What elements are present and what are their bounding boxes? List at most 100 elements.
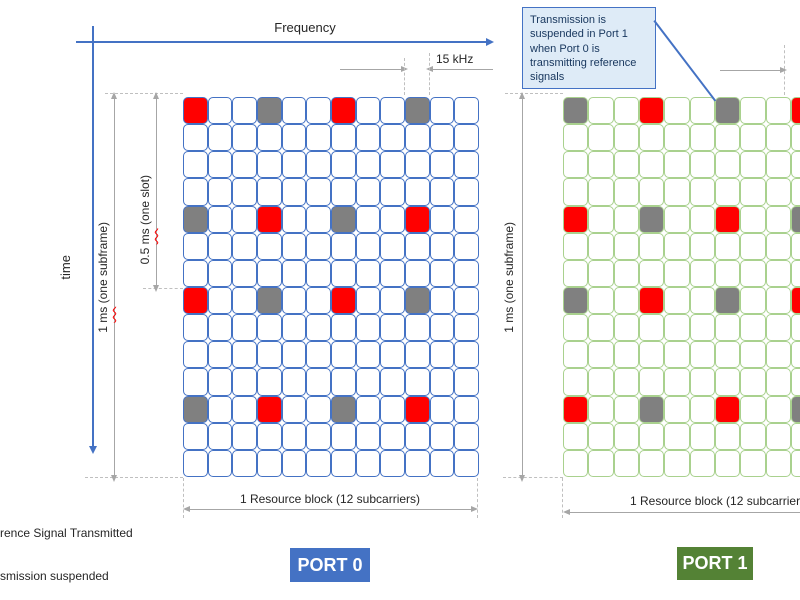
resource-element-suspended [404, 286, 430, 315]
resource-element-reference-signal [639, 97, 665, 125]
resource-element [306, 97, 331, 125]
resource-element-suspended [639, 395, 665, 423]
resource-element [664, 314, 690, 342]
resource-element [740, 205, 766, 233]
resource-element [791, 178, 800, 206]
resource-element [232, 151, 257, 179]
resource-element [281, 259, 307, 287]
resource-element [689, 124, 715, 152]
resource-element [454, 151, 479, 179]
resource-element [664, 395, 690, 423]
subframe-dim-arrow-port1 [519, 92, 525, 482]
resource-element [232, 259, 257, 287]
resource-element [330, 422, 356, 450]
resource-element [355, 314, 381, 342]
resource-element [639, 422, 665, 450]
dim-guide-line [183, 478, 184, 518]
resource-element [689, 97, 715, 125]
subcarrier-spacing-label: 15 kHz [436, 52, 474, 66]
slot-dim-arrow [153, 92, 159, 292]
resource-element [207, 449, 233, 477]
resource-element [613, 422, 639, 450]
resource-element [588, 178, 614, 206]
resource-grid-port0 [183, 97, 479, 477]
resource-element [429, 151, 455, 179]
resource-element [380, 314, 405, 342]
resource-element [563, 178, 589, 206]
resource-element [355, 232, 381, 260]
resource-element [256, 259, 282, 287]
resource-element [183, 259, 208, 287]
resource-element [429, 259, 455, 287]
subcarrier-dim-arrow-port1 [720, 67, 787, 73]
dim-guide-line [143, 288, 183, 289]
resource-element [588, 124, 614, 152]
resource-element [429, 314, 455, 342]
resource-element [765, 178, 791, 206]
resource-element [715, 368, 741, 396]
legend-reference-signal-label: rence Signal Transmitted [0, 526, 133, 540]
resource-element [563, 341, 589, 369]
resource-element [207, 395, 233, 423]
resource-element [355, 368, 381, 396]
resource-element [765, 286, 791, 315]
resource-block-label-port1: 1 Resource block (12 subcarriers) [630, 494, 800, 508]
resource-element [281, 314, 307, 342]
resource-element [330, 368, 356, 396]
resource-element [380, 395, 405, 423]
resource-element-suspended [639, 205, 665, 233]
resource-element [207, 368, 233, 396]
resource-element [429, 341, 455, 369]
resource-element [256, 314, 282, 342]
resource-element [183, 422, 208, 450]
resource-element [256, 232, 282, 260]
resource-element [207, 124, 233, 152]
resource-element [588, 449, 614, 477]
resource-element [563, 314, 589, 342]
resource-element [207, 286, 233, 315]
resource-element [689, 178, 715, 206]
resource-element [740, 97, 766, 125]
arrowhead-icon [153, 92, 159, 99]
resource-element [588, 395, 614, 423]
resource-element-reference-signal [715, 205, 741, 233]
resource-element [689, 259, 715, 287]
resource-element [207, 151, 233, 179]
resource-element [715, 259, 741, 287]
resource-element [613, 151, 639, 179]
resource-element [740, 286, 766, 315]
resource-element [183, 151, 208, 179]
resource-element [689, 205, 715, 233]
resource-element-suspended [183, 395, 208, 423]
resource-element [380, 124, 405, 152]
resource-element [765, 124, 791, 152]
resource-element [404, 232, 430, 260]
resource-element [664, 205, 690, 233]
resource-element [281, 97, 307, 125]
resource-element [281, 205, 307, 233]
resource-element [715, 422, 741, 450]
resource-element [232, 341, 257, 369]
resource-element [207, 232, 233, 260]
resource-element [613, 368, 639, 396]
resource-element-suspended [183, 205, 208, 233]
resource-element [380, 178, 405, 206]
resource-element [689, 422, 715, 450]
resource-element [454, 314, 479, 342]
resource-element [256, 124, 282, 152]
arrowhead-icon [519, 92, 525, 99]
resource-element [765, 151, 791, 179]
resource-element [256, 368, 282, 396]
resource-element [306, 368, 331, 396]
resource-element [765, 422, 791, 450]
resource-element [588, 286, 614, 315]
resource-element [689, 341, 715, 369]
slot-label: 0.5 ms (one slot) [138, 175, 152, 264]
resource-element [355, 259, 381, 287]
callout-box: Transmission is suspended in Port 1 when… [522, 7, 656, 89]
resource-element [281, 178, 307, 206]
resource-element [207, 314, 233, 342]
resource-element [330, 232, 356, 260]
time-axis-line [92, 26, 94, 446]
resource-element [281, 151, 307, 179]
